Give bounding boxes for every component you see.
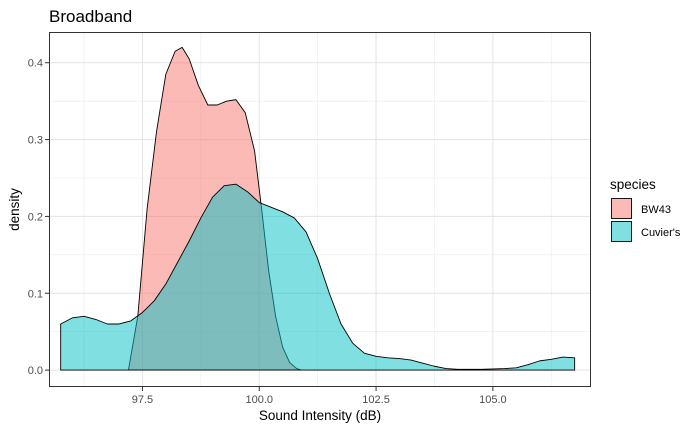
x-tick-label: 100.0	[245, 394, 273, 406]
x-tick-label: 102.5	[362, 394, 390, 406]
y-axis-ticks: 0.0 0.1 0.2 0.3 0.4	[28, 58, 49, 377]
x-tick-label: 105.0	[479, 394, 507, 406]
y-tick-label: 0.2	[28, 211, 43, 223]
legend-key-bw43	[611, 198, 632, 219]
x-axis-title: Sound Intensity (dB)	[259, 408, 381, 423]
y-axis-title: density	[7, 188, 22, 231]
y-tick-label: 0.0	[28, 365, 43, 377]
y-tick-label: 0.3	[28, 135, 43, 147]
legend-label-bw43: BW43	[641, 204, 671, 216]
legend-label-cuviers: Cuvier's	[641, 227, 681, 239]
chart-title: Broadband	[49, 7, 132, 26]
legend-key-cuviers	[611, 221, 632, 242]
x-tick-label: 97.5	[132, 394, 153, 406]
y-tick-label: 0.1	[28, 288, 43, 300]
density-areas	[60, 46, 576, 371]
density-area-cuviers	[60, 183, 576, 371]
legend: species BW43 Cuvier's	[610, 177, 681, 242]
y-tick-label: 0.4	[28, 58, 43, 70]
plot-panel-border	[49, 32, 591, 387]
x-axis-ticks: 97.5 100.0 102.5 105.0	[132, 387, 507, 406]
legend-title: species	[610, 177, 656, 192]
